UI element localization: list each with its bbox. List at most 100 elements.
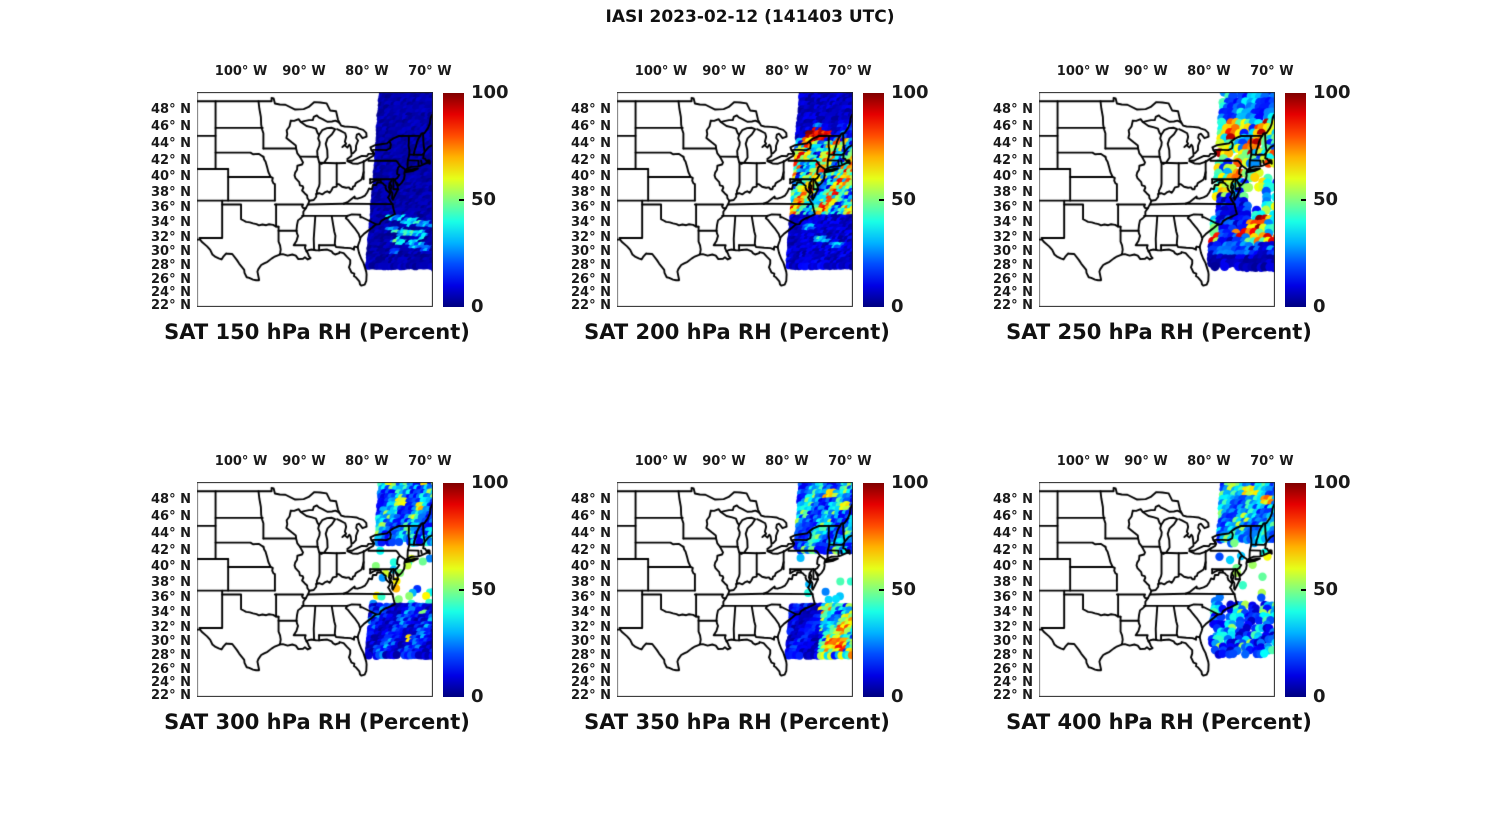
map-canvas	[617, 482, 853, 697]
lon-tick-label: 70° W	[1250, 454, 1294, 469]
colorbar-tick-label: 100	[1313, 82, 1351, 103]
lat-tick-label: 46° N	[993, 509, 1033, 525]
lat-tick-label: 38° N	[993, 574, 1033, 590]
lat-tick-label: 34° N	[571, 605, 611, 621]
lat-tick-label: 30° N	[571, 244, 611, 260]
colorbar	[1285, 93, 1306, 307]
lat-tick-label: 44° N	[571, 526, 611, 542]
panel-sat-250hpa-rh: 100° W 90° W 80° W 70° W 48° N 46° N 44° N 42°…	[993, 64, 1351, 344]
colorbar-gradient	[443, 483, 464, 697]
lat-tick-label: 38° N	[993, 184, 1033, 200]
lat-tick-label: 36° N	[151, 590, 191, 606]
lat-tick-label: 40° N	[151, 169, 191, 185]
lon-tick-label: 90° W	[702, 454, 746, 469]
lat-tick-label: 46° N	[993, 119, 1033, 135]
colorbar-tick-50	[1301, 199, 1306, 201]
colorbar	[443, 93, 464, 307]
lat-tick-label: 22° N	[571, 687, 611, 703]
lat-tick-label: 24° N	[571, 675, 611, 691]
panel-title: SAT 250 hPa RH (Percent)	[1006, 320, 1312, 344]
lat-tick-label: 40° N	[571, 559, 611, 575]
lon-tick-label: 80° W	[765, 64, 809, 79]
lon-tick-label: 70° W	[1250, 64, 1294, 79]
lon-tick-label: 100° W	[214, 454, 268, 469]
colorbar	[1285, 483, 1306, 697]
lat-tick-label: 28° N	[571, 258, 611, 274]
map-canvas	[197, 92, 433, 307]
lat-tick-label: 28° N	[151, 648, 191, 664]
lat-tick-label: 36° N	[571, 590, 611, 606]
lat-tick-label: 28° N	[571, 648, 611, 664]
lat-tick-label: 38° N	[571, 184, 611, 200]
lat-tick-label: 44° N	[571, 136, 611, 152]
lat-tick-label: 34° N	[993, 605, 1033, 621]
lat-tick-label: 46° N	[571, 119, 611, 135]
lat-tick-label: 42° N	[151, 152, 191, 168]
colorbar-tick-label: 100	[1313, 472, 1351, 493]
lat-tick-label: 36° N	[993, 590, 1033, 606]
lon-tick-label: 100° W	[214, 64, 268, 79]
lat-tick-label: 22° N	[571, 297, 611, 313]
colorbar	[863, 483, 884, 697]
lat-tick-label: 34° N	[151, 215, 191, 231]
colorbar-tick-label: 0	[891, 296, 904, 317]
colorbar-tick-label: 50	[1313, 579, 1339, 600]
lat-tick-label: 22° N	[993, 297, 1033, 313]
lon-tick-label: 70° W	[828, 454, 872, 469]
lat-tick-label: 32° N	[993, 620, 1033, 636]
panel-sat-350hpa-rh: 100° W 90° W 80° W 70° W 48° N 46° N 44° N 42°…	[571, 454, 929, 734]
lat-tick-label: 22° N	[993, 687, 1033, 703]
colorbar-tick-label: 0	[1313, 686, 1326, 707]
panel-title: SAT 350 hPa RH (Percent)	[584, 710, 890, 734]
colorbar-tick-label: 0	[471, 296, 484, 317]
lat-tick-label: 44° N	[993, 526, 1033, 542]
colorbar-tick-label: 100	[891, 82, 929, 103]
colorbar-gradient	[863, 93, 884, 307]
lat-tick-label: 26° N	[151, 271, 191, 287]
lat-tick-label: 42° N	[571, 542, 611, 558]
colorbar-tick-50	[879, 589, 884, 591]
colorbar	[863, 93, 884, 307]
panel-sat-400hpa-rh: 100° W 90° W 80° W 70° W 48° N 46° N 44° N 42°…	[993, 454, 1351, 734]
lat-tick-label: 28° N	[993, 258, 1033, 274]
lat-tick-label: 26° N	[993, 271, 1033, 287]
lat-tick-label: 26° N	[571, 271, 611, 287]
lat-tick-label: 28° N	[151, 258, 191, 274]
map-canvas	[1039, 482, 1275, 697]
lon-tick-label: 90° W	[282, 64, 326, 79]
colorbar-tick-label: 100	[471, 82, 509, 103]
lat-tick-label: 34° N	[571, 215, 611, 231]
panel-sat-200hpa-rh: 100° W 90° W 80° W 70° W 48° N 46° N 44° N 42°…	[571, 64, 929, 344]
colorbar-tick-label: 100	[471, 472, 509, 493]
lat-tick-label: 24° N	[151, 285, 191, 301]
lat-tick-label: 44° N	[993, 136, 1033, 152]
lon-tick-label: 80° W	[345, 64, 389, 79]
lat-tick-label: 24° N	[571, 285, 611, 301]
lat-tick-label: 48° N	[151, 102, 191, 117]
lon-tick-label: 80° W	[345, 454, 389, 469]
lat-tick-label: 46° N	[151, 119, 191, 135]
colorbar-gradient	[863, 483, 884, 697]
lat-tick-label: 38° N	[151, 184, 191, 200]
lat-tick-label: 24° N	[993, 285, 1033, 301]
lat-tick-label: 46° N	[571, 509, 611, 525]
lon-tick-label: 70° W	[408, 454, 452, 469]
map-canvas	[197, 482, 433, 697]
lon-tick-label: 100° W	[634, 64, 688, 79]
lat-tick-label: 42° N	[993, 542, 1033, 558]
lon-tick-label: 90° W	[702, 64, 746, 79]
map-canvas	[617, 92, 853, 307]
colorbar-tick-label: 0	[1313, 296, 1326, 317]
lat-tick-label: 40° N	[993, 559, 1033, 575]
lat-tick-label: 36° N	[571, 200, 611, 216]
panel-title: SAT 200 hPa RH (Percent)	[584, 320, 890, 344]
lon-tick-label: 100° W	[1056, 454, 1110, 469]
lat-tick-label: 22° N	[151, 297, 191, 313]
colorbar-gradient	[1285, 93, 1306, 307]
lat-tick-label: 22° N	[151, 687, 191, 703]
lat-tick-label: 28° N	[993, 648, 1033, 664]
colorbar-tick-label: 50	[471, 579, 497, 600]
lat-tick-label: 42° N	[993, 152, 1033, 168]
lat-tick-label: 32° N	[571, 230, 611, 246]
lat-tick-label: 40° N	[993, 169, 1033, 185]
